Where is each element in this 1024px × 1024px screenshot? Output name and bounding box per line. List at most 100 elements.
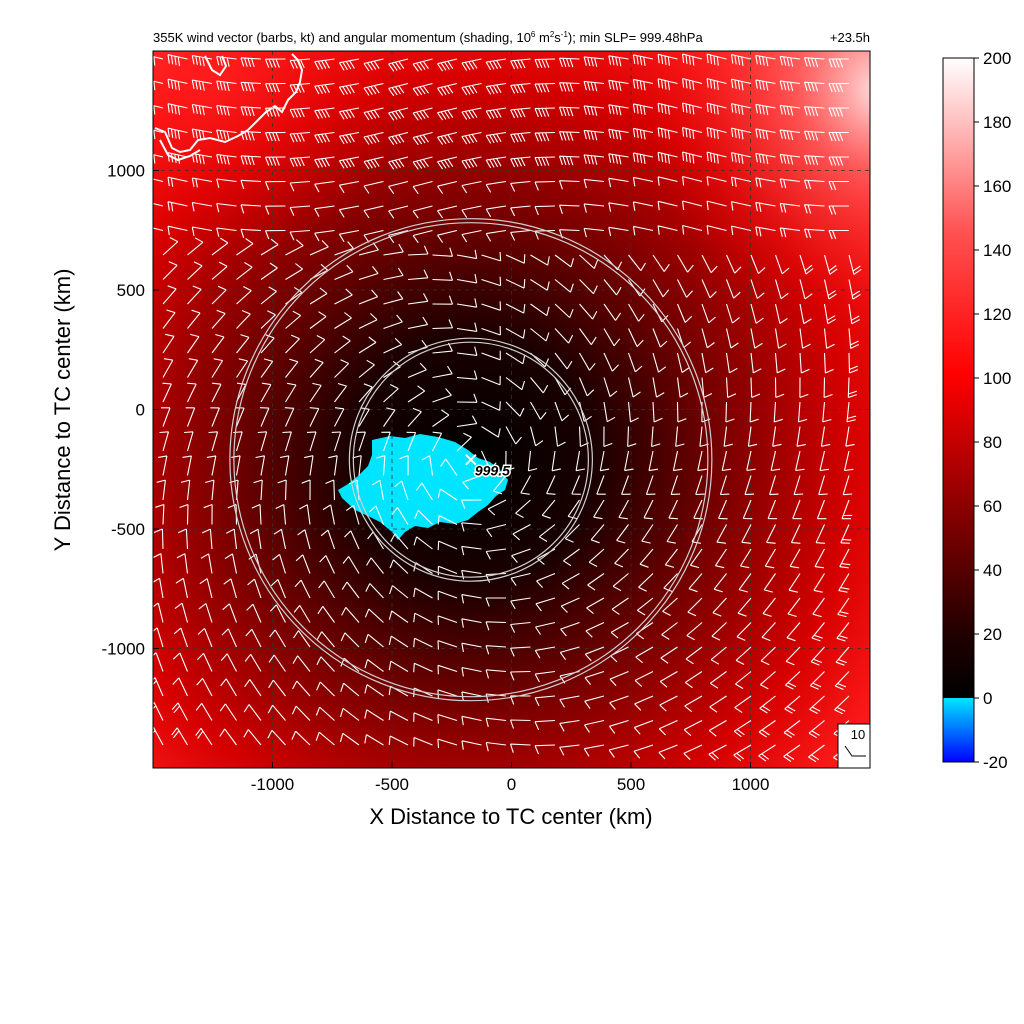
wind-barb	[635, 646, 654, 664]
wind-barb	[219, 703, 237, 721]
x-tick-label: 0	[507, 775, 516, 794]
wind-barb	[534, 695, 556, 707]
wind-barb	[437, 229, 458, 243]
wind-barb	[368, 505, 385, 525]
wind-barb	[840, 524, 852, 544]
wind-barb	[633, 719, 654, 735]
wind-barb	[554, 254, 575, 268]
wind-barb	[648, 450, 658, 472]
wind-barb	[481, 375, 501, 386]
wind-barb	[309, 311, 327, 329]
wind-barb	[813, 573, 825, 593]
wind-barb	[363, 205, 384, 219]
wind-barb	[560, 621, 580, 637]
wind-barb	[211, 309, 226, 329]
wind-barb	[456, 346, 478, 356]
wind-barb	[588, 548, 605, 567]
wind-barb	[534, 131, 556, 142]
wind-barb	[461, 642, 482, 653]
wind-barb	[848, 254, 862, 275]
wind-barb	[783, 720, 801, 738]
wind-barb	[363, 180, 384, 194]
wind-barb	[554, 352, 573, 370]
wind-barb	[293, 630, 311, 648]
wind-barb	[652, 279, 670, 298]
x-axis: -1000 -500 0 500 1000	[251, 762, 769, 794]
wind-barb	[338, 205, 360, 218]
wind-barb	[750, 377, 761, 399]
wind-barb	[292, 655, 311, 672]
wind-barb	[783, 744, 801, 762]
title-tail: ); min SLP= 999.48hPa	[568, 30, 704, 45]
y-tick-label: -500	[111, 520, 145, 539]
wind-barb	[823, 352, 834, 374]
wind-barb	[413, 662, 433, 673]
wind-barb	[285, 382, 297, 403]
wind-barb	[734, 695, 752, 714]
wind-barb	[746, 450, 756, 472]
wind-barb	[334, 359, 350, 378]
colorbar-tick-label: 180	[983, 113, 1011, 132]
wind-barb	[269, 629, 286, 648]
center-marker: 999.5	[465, 453, 512, 480]
wind-barb	[668, 499, 678, 520]
wind-barb	[584, 670, 605, 686]
wind-barb	[292, 680, 311, 697]
wind-barb	[167, 127, 188, 140]
wind-barb	[338, 229, 360, 243]
wind-barb	[616, 524, 629, 544]
wind-barb	[210, 407, 220, 427]
wind-barb	[182, 455, 192, 476]
colorbar-tick-label: 140	[983, 241, 1011, 260]
wind-barb	[485, 107, 507, 120]
wind-barb	[682, 151, 703, 164]
wind-barb	[315, 706, 335, 721]
wind-barb	[246, 603, 262, 623]
wind-barb	[584, 646, 605, 662]
wind-barb	[363, 82, 384, 96]
title-unit2-exp: -1	[561, 30, 569, 39]
wind-barb	[432, 388, 452, 403]
wind-barb	[803, 106, 825, 117]
wind-barb	[338, 107, 360, 120]
wind-barb	[803, 204, 825, 214]
wind-barb	[846, 401, 857, 423]
wind-barb	[432, 295, 454, 305]
wind-barb	[828, 58, 849, 68]
wind-barb	[725, 352, 738, 374]
wind-barb	[510, 156, 531, 168]
wind-barb	[808, 720, 825, 739]
wind-barb	[162, 333, 175, 354]
y-axis: -1000 -500 0 500 1000	[102, 162, 159, 659]
wind-barb	[505, 303, 526, 314]
wind-barb	[481, 251, 502, 262]
wind-barb	[339, 732, 360, 746]
wind-barb	[554, 401, 570, 422]
wind-barb	[510, 597, 531, 610]
wind-barb	[755, 79, 776, 91]
wind-barb	[795, 450, 805, 472]
wind-barb	[314, 107, 335, 119]
wind-barb	[708, 720, 727, 737]
wind-barb	[412, 180, 433, 195]
wind-barb	[638, 573, 654, 592]
wind-barb	[714, 548, 727, 569]
wind-barb	[803, 179, 825, 190]
wind-barb	[220, 678, 237, 697]
wind-barb	[191, 177, 213, 188]
wind-barb	[676, 352, 690, 373]
wind-barb	[461, 131, 482, 145]
wind-barb	[730, 78, 752, 91]
wind-barb	[510, 621, 531, 633]
wind-barb	[583, 105, 605, 116]
wind-barb	[706, 53, 727, 66]
wind-barb	[334, 288, 353, 305]
center-x-mark	[465, 453, 477, 466]
wind-barb	[432, 319, 454, 330]
wind-barb	[162, 285, 177, 305]
wind-barb	[774, 328, 787, 349]
wind-barb	[289, 58, 311, 69]
wind-barb	[706, 127, 727, 140]
wind-barb	[657, 53, 678, 66]
wind-barb	[530, 401, 547, 420]
